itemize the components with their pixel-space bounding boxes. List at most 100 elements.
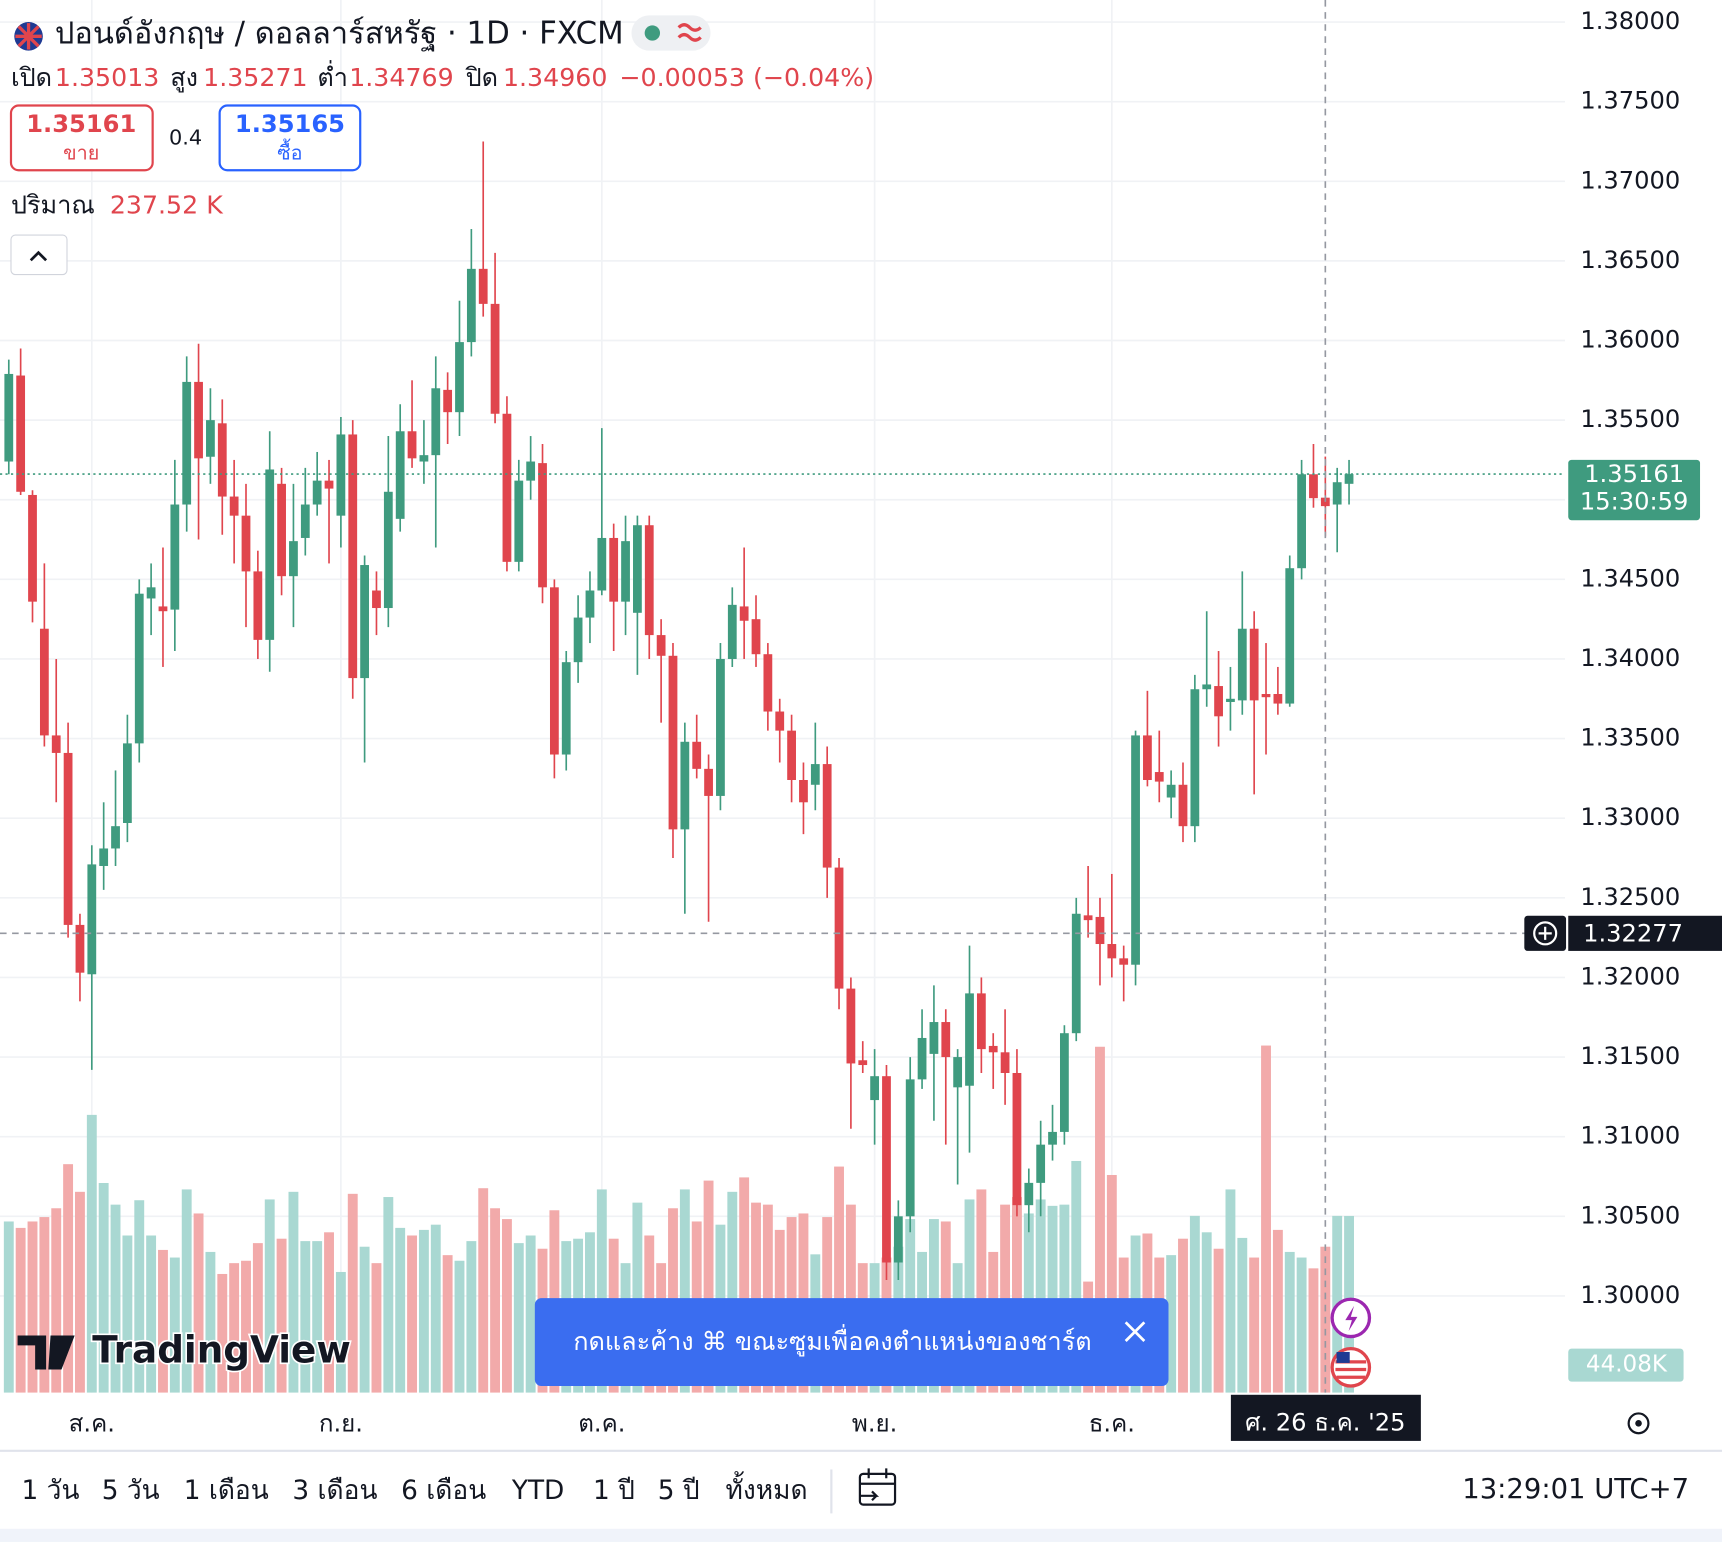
low-value: 1.34769: [349, 63, 453, 92]
last-price-label: 1.35161: [1584, 460, 1684, 488]
candle-body: [229, 496, 239, 516]
volume-bar: [27, 1221, 38, 1393]
range-button[interactable]: 5 วัน: [102, 1476, 160, 1506]
volume-bar: [490, 1208, 501, 1393]
volume-bar: [1178, 1238, 1188, 1393]
candle-body: [277, 483, 286, 577]
range-button[interactable]: 3 เดือน: [292, 1476, 377, 1506]
crosshair-date-box: [1230, 1394, 1421, 1441]
volume-bar: [418, 1229, 429, 1393]
volume-bar: [1035, 1199, 1046, 1393]
buy-button[interactable]: [218, 104, 362, 172]
candle-body: [1226, 698, 1235, 702]
y-tick-label: 1.32500: [1580, 883, 1680, 911]
candle-body: [241, 515, 251, 572]
crosshair-price-box: [1568, 915, 1722, 951]
candle-body: [953, 1057, 963, 1088]
range-button[interactable]: 1 เดือน: [184, 1476, 269, 1506]
volume-bar: [134, 1200, 145, 1393]
volume-value: 237.52 K: [110, 191, 224, 220]
candle-body: [1237, 628, 1247, 701]
candle-body: [739, 606, 749, 621]
candle-body: [1083, 915, 1093, 921]
volume-bar: [383, 1197, 394, 1393]
volume-bar: [1071, 1160, 1082, 1393]
range-button[interactable]: 5 ปี: [658, 1476, 700, 1506]
volume-bar: [834, 1166, 844, 1393]
candle-body: [1131, 735, 1140, 965]
candle-body: [146, 587, 156, 599]
volume-bar: [98, 1183, 109, 1393]
candle-body: [1071, 913, 1081, 1034]
candle-body: [300, 504, 310, 538]
y-tick-label: 1.35500: [1580, 405, 1680, 433]
clock[interactable]: 13:29:01 UTC+7: [1462, 1474, 1689, 1505]
candle-body: [336, 434, 346, 516]
volume-bar: [75, 1191, 85, 1393]
x-tick-label: ต.ค.: [578, 1409, 625, 1437]
volume-bar: [288, 1191, 299, 1393]
candle-body: [751, 619, 761, 655]
candle-body: [383, 491, 393, 609]
candle-body: [206, 420, 215, 457]
goto-date-icon[interactable]: [858, 1472, 897, 1506]
candle-body: [1036, 1144, 1046, 1183]
volume-bar: [63, 1164, 74, 1393]
range-button[interactable]: 6 เดือน: [401, 1476, 486, 1506]
volume-bar: [1012, 1197, 1022, 1393]
candle-body: [799, 780, 808, 803]
volume-bar: [727, 1191, 738, 1393]
volume-bar: [252, 1243, 263, 1393]
volume-bar: [976, 1189, 987, 1393]
volume-bar: [169, 1257, 180, 1393]
volume-bar: [395, 1227, 406, 1393]
candle-body: [1285, 568, 1295, 704]
high-label: สูง: [170, 63, 198, 93]
y-tick-label: 1.37000: [1580, 166, 1680, 194]
volume-bar: [300, 1241, 311, 1393]
close-value: 1.34960: [503, 63, 607, 92]
crosshair-date-label: ศ. 26 ธ.ค. '25: [1245, 1408, 1405, 1436]
y-tick-label: 1.33000: [1580, 803, 1680, 831]
volume-bar: [407, 1235, 417, 1393]
volume-bar: [454, 1260, 465, 1393]
volume-bar: [122, 1235, 133, 1393]
range-button[interactable]: 1 วัน: [22, 1476, 80, 1506]
volume-bar: [478, 1188, 489, 1393]
volume-bar: [430, 1224, 441, 1393]
candle-body: [1024, 1182, 1034, 1206]
y-tick-label: 1.34000: [1580, 644, 1680, 672]
volume-bar: [1106, 1174, 1117, 1393]
candle-body: [870, 1076, 880, 1101]
toast-close[interactable]: [1124, 1321, 1146, 1342]
y-tick-label: 1.30000: [1580, 1281, 1680, 1309]
volume-bar: [324, 1232, 334, 1393]
volume-bar: [1237, 1237, 1248, 1393]
range-button[interactable]: YTD: [511, 1476, 564, 1506]
candle-body: [478, 268, 488, 304]
volume-bar: [158, 1249, 168, 1393]
candle-body: [99, 848, 109, 866]
candle-body: [846, 988, 856, 1064]
settings-icon[interactable]: [1627, 1412, 1650, 1435]
volume-bar: [217, 1273, 228, 1393]
volume-bar: [3, 1221, 14, 1393]
volume-bar: [335, 1271, 346, 1393]
goto-date-glyph: [859, 1468, 896, 1501]
flag-cross: [15, 23, 42, 50]
open-label: เปิด: [11, 63, 52, 92]
candle-body: [858, 1060, 868, 1066]
status-pill[interactable]: [631, 15, 711, 51]
last-price-box: [1568, 459, 1701, 521]
range-button[interactable]: 1 ปี: [593, 1476, 635, 1506]
candle-body: [1095, 916, 1105, 945]
range-button[interactable]: ทั้งหมด: [726, 1471, 808, 1506]
sell-button[interactable]: [9, 104, 154, 172]
volume-bar: [51, 1208, 62, 1393]
candle-body: [395, 431, 405, 519]
candle-body: [668, 655, 678, 830]
candle-body: [4, 373, 14, 462]
volume-bar: [1296, 1257, 1307, 1393]
